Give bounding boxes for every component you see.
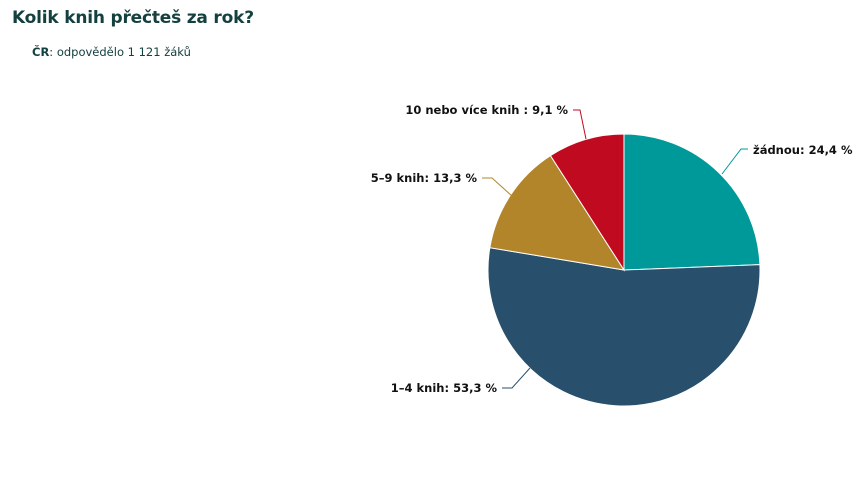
subtitle-respondents: : odpovědělo 1 121 žáků [49, 45, 191, 59]
label-1-4: 1–4 knih: 53,3 % [391, 381, 498, 395]
chart-title: Kolik knih přečteš za rok? [12, 8, 254, 28]
pie-slices [487, 133, 761, 407]
connector-5-9 [482, 177, 513, 197]
slice-10plus [549, 133, 625, 272]
connector-10plus [573, 109, 587, 140]
connector-1-4 [502, 367, 531, 389]
label-10plus: 10 nebo více knih : 9,1 % [405, 103, 568, 117]
slice-1-4 [487, 247, 761, 407]
chart-subtitle: ČR: odpovědělo 1 121 žáků [32, 45, 191, 59]
subtitle-country: ČR [32, 45, 50, 59]
label-zadnou: žádnou: 24,4 % [753, 143, 853, 157]
slice-zadnou [623, 133, 761, 271]
connector-zadnou [721, 148, 748, 175]
label-5-9: 5–9 knih: 13,3 % [371, 171, 478, 185]
